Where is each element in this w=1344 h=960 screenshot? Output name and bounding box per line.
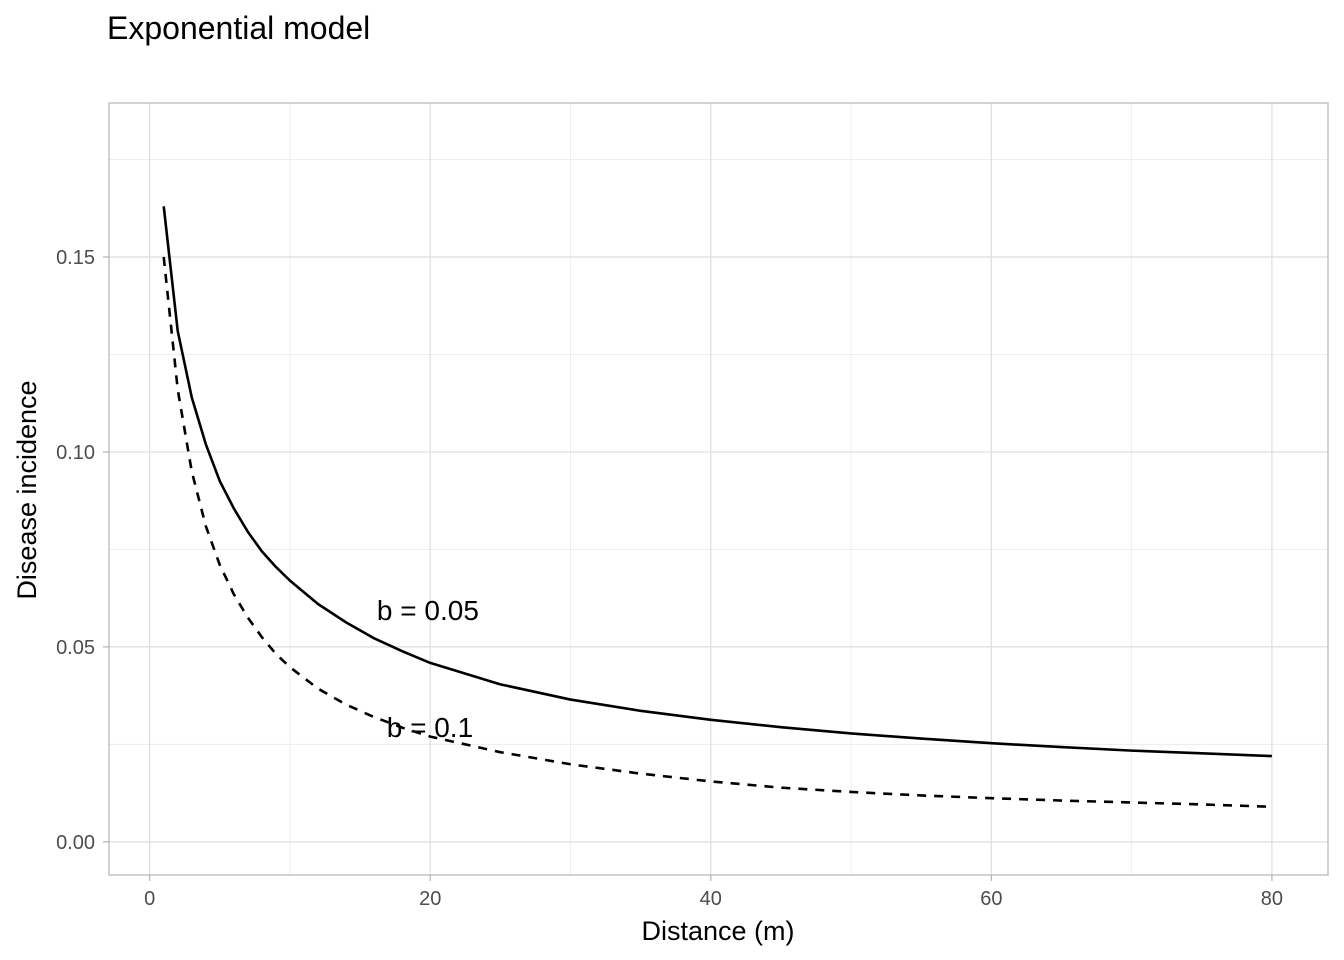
x-tick-label: 60: [980, 888, 1002, 910]
series-lines: [162, 206, 1272, 809]
annotations: b = 0.05 b = 0.1: [377, 595, 479, 743]
axis-ticks: 0 20 40 60 80 0.00 0.05 0.10 0.15: [56, 247, 1283, 910]
y-axis-title: Disease incidence: [12, 380, 42, 599]
grid: [109, 103, 1328, 875]
chart-title: Exponential model: [107, 10, 370, 46]
x-tick-label: 20: [419, 888, 441, 910]
y-tick-label: 0.15: [56, 247, 95, 269]
solid-series-line: [162, 206, 1272, 758]
y-tick-label: 0.05: [56, 637, 95, 659]
x-tick-label: 40: [700, 888, 722, 910]
x-axis-title: Distance (m): [641, 916, 794, 946]
plot-panel: [108, 102, 1329, 876]
y-tick-label: 0.10: [56, 442, 95, 464]
series-annotation-label: b = 0.1: [387, 712, 473, 743]
dashed-series-line: [162, 256, 1272, 809]
x-tick-label: 0: [144, 888, 155, 910]
x-tick-label: 80: [1261, 888, 1283, 910]
series-annotation-label: b = 0.05: [377, 595, 479, 626]
y-tick-label: 0.00: [56, 832, 95, 854]
